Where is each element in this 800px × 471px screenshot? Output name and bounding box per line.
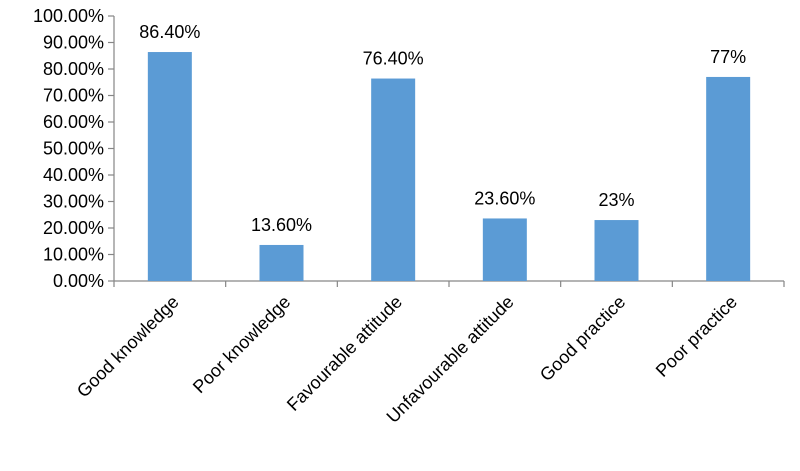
y-tick-label: 90.00%	[43, 33, 104, 53]
y-tick-label: 50.00%	[43, 139, 104, 159]
bars	[147, 52, 751, 281]
y-tick-label: 0.00%	[53, 271, 104, 291]
x-axis	[113, 280, 785, 287]
data-label: 76.40%	[363, 49, 424, 69]
y-axis: 0.00% 10.00% 20.00% 30.00% 40.00% 50.00% 60.00…	[33, 6, 115, 291]
data-label: 13.60%	[251, 215, 312, 235]
data-label: 23.60%	[474, 188, 535, 208]
bar	[482, 218, 527, 281]
data-label: 23%	[598, 190, 634, 210]
y-tick-label: 60.00%	[43, 112, 104, 132]
y-tick-label: 30.00%	[43, 192, 104, 212]
y-tick-label: 10.00%	[43, 245, 104, 265]
y-tick-label: 40.00%	[43, 165, 104, 185]
data-labels: 86.40% 13.60% 76.40% 23.60% 23% 77%	[139, 22, 746, 235]
bar	[594, 220, 639, 281]
bar	[706, 76, 751, 281]
data-label: 77%	[710, 47, 746, 67]
bar	[371, 78, 416, 281]
bar	[147, 52, 192, 281]
y-tick-label: 20.00%	[43, 218, 104, 238]
data-label: 86.40%	[139, 22, 200, 42]
y-tick-label: 70.00%	[43, 86, 104, 106]
y-tick-label: 80.00%	[43, 59, 104, 79]
bar	[259, 244, 304, 281]
y-tick-label: 100.00%	[33, 6, 104, 26]
